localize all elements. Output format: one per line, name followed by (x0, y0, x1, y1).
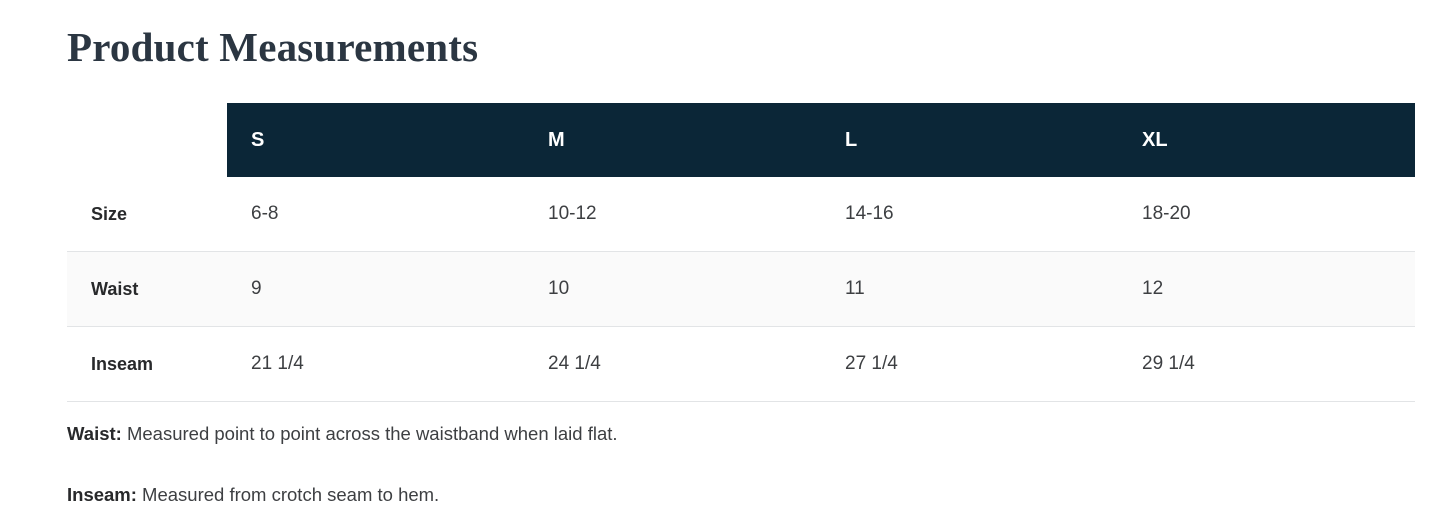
cell-size-l: 14-16 (845, 203, 894, 225)
column-header-m: M (524, 103, 821, 178)
cell-waist-m: 10 (548, 278, 570, 300)
row-label-size: Size (91, 203, 128, 224)
table-row-inseam: Inseam 21 1/4 24 1/4 27 1/4 29 1/4 (67, 327, 1415, 403)
header-spacer-cell (67, 103, 227, 177)
cell-inseam-m: 24 1/4 (548, 353, 601, 375)
cell-size-xl: 18-20 (1142, 203, 1191, 225)
row-label-waist: Waist (91, 278, 139, 299)
column-header-s: S (227, 103, 524, 178)
note-waist-label: Waist: (67, 423, 122, 445)
note-inseam-label: Inseam: (67, 484, 137, 506)
cell-inseam-l: 27 1/4 (845, 353, 898, 375)
cell-size-m: 10-12 (548, 203, 597, 225)
cell-inseam-xl: 29 1/4 (1142, 353, 1195, 375)
column-header-xl: XL (1118, 103, 1415, 178)
size-chart-table: S M L XL Size 6-8 10-12 14-16 18-20 Wais… (67, 103, 1415, 403)
note-waist: Waist: Measured point to point across th… (67, 422, 1415, 446)
column-header-l: L (821, 103, 1118, 178)
cell-size-s: 6-8 (251, 203, 279, 225)
cell-waist-xl: 12 (1142, 278, 1164, 300)
note-inseam: Inseam: Measured from crotch seam to hem… (67, 483, 1415, 507)
product-measurements-section: Product Measurements S M L XL Size 6-8 1… (67, 24, 1415, 507)
measurement-notes: Waist: Measured point to point across th… (67, 422, 1415, 507)
cell-waist-s: 9 (251, 278, 262, 300)
row-label-inseam: Inseam (91, 353, 154, 374)
table-row-size: Size 6-8 10-12 14-16 18-20 (67, 177, 1415, 253)
page-title: Product Measurements (67, 24, 479, 70)
table-row-waist: Waist 9 10 11 12 (67, 252, 1415, 328)
size-chart-header-row: S M L XL (67, 103, 1415, 178)
cell-inseam-s: 21 1/4 (251, 353, 304, 375)
cell-waist-l: 11 (845, 278, 865, 300)
note-waist-text: Measured point to point across the waist… (121, 423, 618, 445)
note-inseam-text: Measured from crotch seam to hem. (136, 484, 440, 506)
